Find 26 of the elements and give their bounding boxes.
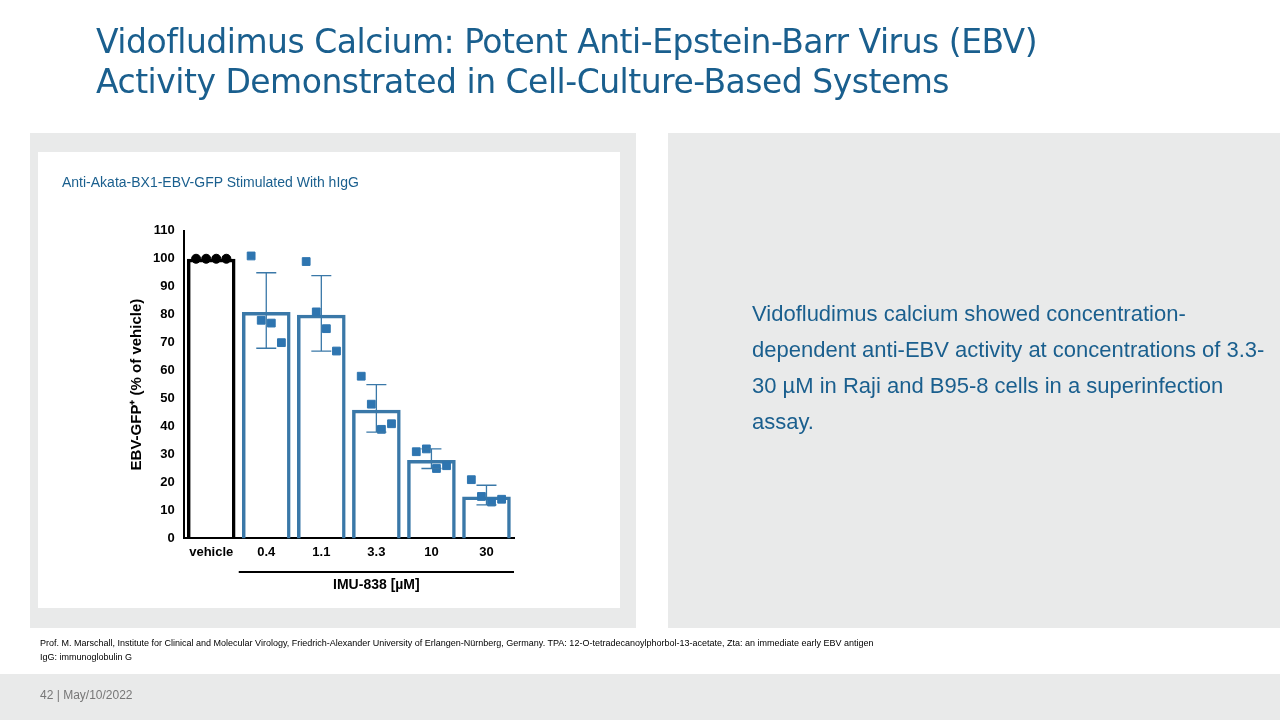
y-axis-title: EBV-GFP⁺ (% of vehicle) (127, 298, 145, 471)
x-tick-label: 10 (424, 543, 439, 559)
y-tick-label: 80 (160, 306, 175, 322)
y-tick-label: 20 (160, 474, 175, 490)
y-tick-label: 50 (160, 390, 175, 406)
text: 42 | May/10/2022 (40, 688, 133, 702)
text: Vidofludimus calcium showed concentration-dependent anti-EBV activity at concentrations of 3.3-30 µM in Raji and B95-8 cells in a superinfection assay. (752, 300, 1266, 436)
text: IgG: immunoglobulin G (40, 652, 133, 662)
x-axis-title: IMU-838 [µM] (333, 575, 420, 592)
y-tick-label: 110 (153, 222, 175, 238)
text: Prof. M. Marschall, Institute for Clinical and Molecular Virology, Friedrich-Alexander University of Erlangen-Nürnberg, Germany. TPA: 12-O-tetradecanoylphorbol-13-acetate, Zta: an immediate early EBV antigen (40, 638, 874, 648)
y-tick-label: 40 (160, 418, 175, 434)
y-tick-label: 60 (160, 362, 175, 378)
y-tick-label: 0 (167, 529, 175, 545)
y-tick-label: 10 (160, 502, 175, 518)
y-tick-label: 90 (160, 278, 175, 294)
chart-subtitle: Anti-Akata-BX1-EBV-GFP Stimulated With hIgG (62, 174, 359, 190)
x-tick-label: 0.4 (257, 543, 277, 559)
x-tick-label: 3.3 (367, 543, 386, 559)
chart-title: Vidofludimus Calcium: Potent Anti-Epstein-Barr Virus (EBV) Activity Demonstrated in Cell-Culture-Based Systems (96, 22, 1039, 102)
y-tick-label: 70 (160, 334, 175, 350)
x-tick-label: 1.1 (312, 543, 331, 559)
y-tick-label: 30 (160, 446, 175, 462)
x-tick-label: 30 (479, 543, 494, 559)
x-tick-label: vehicle (189, 543, 234, 559)
y-tick-label: 100 (152, 250, 175, 266)
